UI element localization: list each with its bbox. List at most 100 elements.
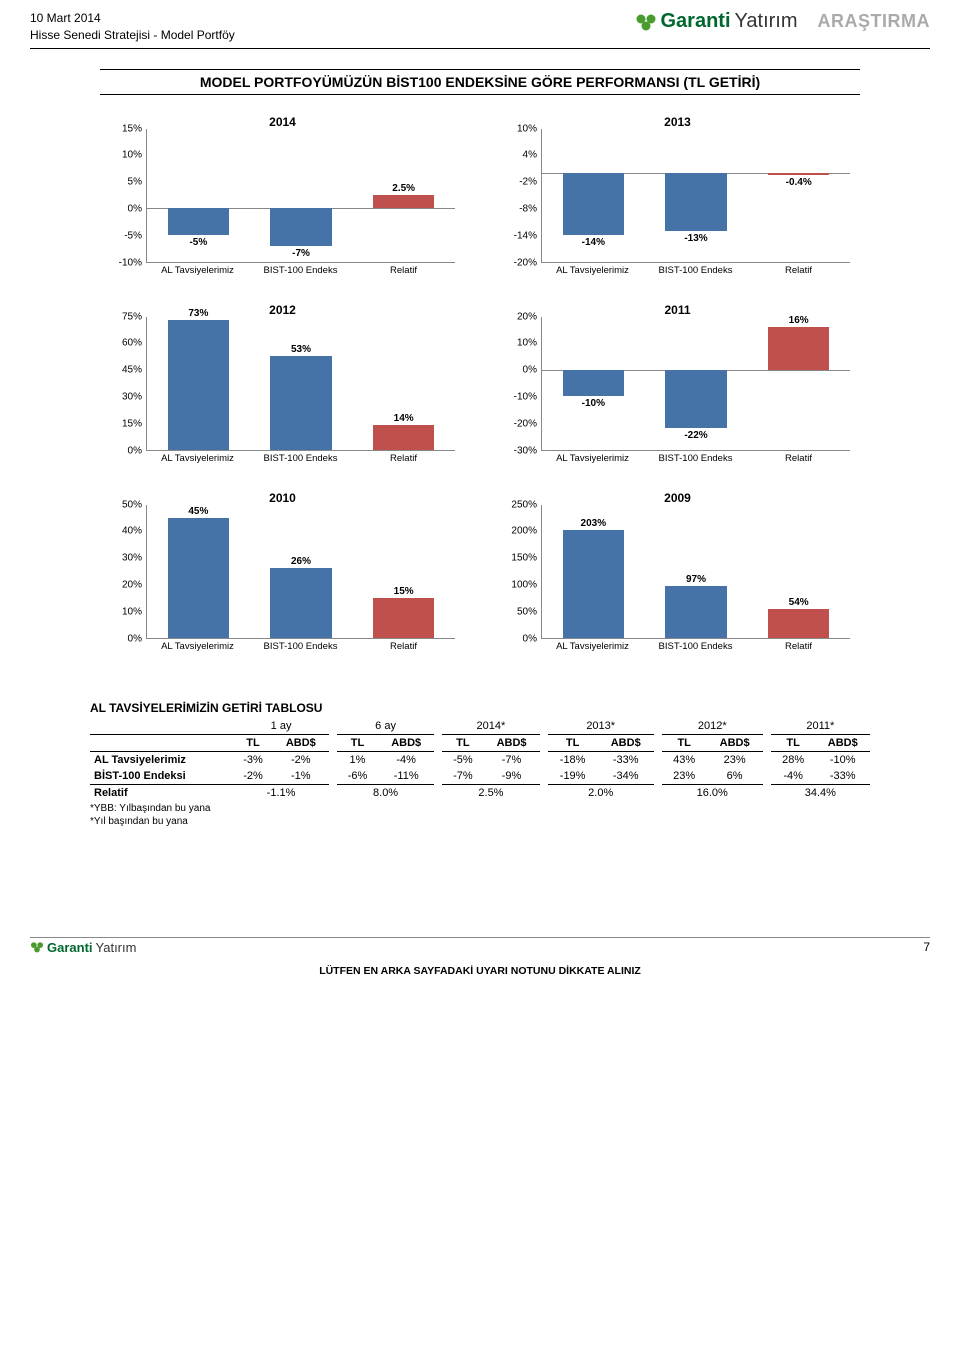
y-tick: 10% [100, 606, 142, 617]
bar-column: 2.5% [352, 129, 455, 262]
x-label: AL Tavsiyelerimiz [146, 639, 249, 661]
x-label: BIST-100 Endeks [249, 639, 352, 661]
table-row: AL Tavsiyelerimiz -3%-2% 1%-4% -5%-7% -1… [90, 751, 870, 768]
y-tick: 0% [100, 633, 142, 644]
table-sub-header-row: TLABD$ TLABD$ TLABD$ TLABD$ TLABD$ TLABD… [90, 734, 870, 751]
chart-2011: 2011-10%-22%16%-30%-20%-10%0%10%20%AL Ta… [495, 303, 860, 473]
y-tick: -14% [495, 230, 537, 241]
page-number: 7 [923, 940, 930, 954]
charts-grid: 2014-5%-7%2.5%-10%-5%0%5%10%15%AL Tavsiy… [100, 115, 860, 661]
x-label: AL Tavsiyelerimiz [541, 263, 644, 285]
bar-column: 45% [147, 505, 250, 638]
bar-column: 54% [747, 505, 850, 638]
bar-value-label: 15% [352, 586, 455, 597]
bar-value-label: 45% [147, 506, 250, 517]
y-tick: 4% [495, 150, 537, 161]
bar-value-label: -7% [250, 248, 353, 259]
bar-value-label: -14% [542, 237, 645, 248]
x-labels: AL TavsiyelerimizBIST-100 EndeksRelatif [541, 639, 850, 661]
sub-header: TL [658, 734, 707, 751]
bar [563, 530, 625, 638]
y-tick: 10% [495, 123, 537, 134]
bar-value-label: 14% [352, 413, 455, 424]
y-tick: 50% [100, 499, 142, 510]
bar [168, 518, 230, 638]
sub-header: ABD$ [483, 734, 543, 751]
sub-header: TL [544, 734, 598, 751]
chart-2010: 201045%26%15%0%10%20%30%40%50%AL Tavsiye… [100, 491, 465, 661]
bar [373, 195, 435, 208]
disclaimer: LÜTFEN EN ARKA SAYFADAKİ UYARI NOTUNU Dİ… [30, 965, 930, 977]
doc-date: 10 Mart 2014 [30, 10, 235, 27]
chart-plot: -10%-22%16% [541, 317, 850, 451]
y-tick: 0% [495, 365, 537, 376]
bar-column: -0.4% [747, 129, 850, 262]
chart-2013: 2013-14%-13%-0.4%-20%-14%-8%-2%4%10%AL T… [495, 115, 860, 285]
chart-title: 2012 [269, 303, 296, 317]
chart-plot: 203%97%54% [541, 505, 850, 639]
returns-table: 1 ay 6 ay 2014* 2013* 2012* 2011* TLABD$… [90, 718, 870, 801]
brand-suffix: Yatırım [735, 10, 798, 33]
bar-column: -5% [147, 129, 250, 262]
x-label: BIST-100 Endeks [249, 263, 352, 285]
brand-name: Garanti [661, 10, 731, 33]
bar-value-label: -10% [542, 398, 645, 409]
table-row-relatif: Relatif -1.1% 8.0% 2.5% 2.0% 16.0% 34.4% [90, 784, 870, 801]
bar [270, 568, 332, 637]
y-tick: 40% [100, 526, 142, 537]
sub-header: TL [438, 734, 483, 751]
brand-logo: GarantiYatırım [635, 10, 798, 33]
bar-column: 15% [352, 505, 455, 638]
bar-value-label: 73% [147, 308, 250, 319]
y-tick: 100% [495, 579, 537, 590]
table-group-header-row: 1 ay 6 ay 2014* 2013* 2012* 2011* [90, 718, 870, 735]
x-label: BIST-100 Endeks [249, 451, 352, 473]
bar-column: 73% [147, 317, 250, 450]
bar [373, 425, 435, 450]
y-tick: -5% [100, 230, 142, 241]
chart-title: 2009 [664, 491, 691, 505]
y-tick: 200% [495, 526, 537, 537]
y-tick: 75% [100, 311, 142, 322]
row-label: AL Tavsiyelerimiz [90, 751, 233, 768]
group-header: 6 ay [333, 718, 438, 735]
bar-value-label: 26% [250, 556, 353, 567]
bar-column: -10% [542, 317, 645, 450]
bar [563, 370, 625, 397]
sub-header: TL [333, 734, 378, 751]
chart-plot: -14%-13%-0.4% [541, 129, 850, 263]
footer-logo: GarantiYatırım [30, 940, 136, 955]
sub-header: ABD$ [378, 734, 438, 751]
y-tick: -20% [495, 418, 537, 429]
bar-value-label: -0.4% [747, 177, 850, 188]
x-label: BIST-100 Endeks [644, 639, 747, 661]
x-label: BIST-100 Endeks [644, 451, 747, 473]
section-title-wrap: MODEL PORTFOYÜMÜZÜN BİST100 ENDEKSİNE GÖ… [100, 69, 860, 95]
sub-header: TL [233, 734, 273, 751]
bar [563, 173, 625, 235]
x-labels: AL TavsiyelerimizBIST-100 EndeksRelatif [541, 263, 850, 285]
x-label: AL Tavsiyelerimiz [541, 451, 644, 473]
bar-value-label: 2.5% [352, 183, 455, 194]
bar-column: 16% [747, 317, 850, 450]
chart-title: 2010 [269, 491, 296, 505]
bar [665, 586, 727, 638]
bar [665, 370, 727, 429]
bar [168, 208, 230, 235]
bar-value-label: 203% [542, 517, 645, 528]
y-tick: 15% [100, 123, 142, 134]
row-label: BİST-100 Endeksi [90, 768, 233, 785]
bar-value-label: 53% [250, 343, 353, 354]
group-header: 2014* [438, 718, 543, 735]
table-title: AL TAVSİYELERİMİZİN GETİRİ TABLOSU [90, 701, 870, 715]
footnote: *YBB: Yılbaşından bu yana [90, 803, 870, 814]
bar-column: 203% [542, 505, 645, 638]
group-header: 2013* [544, 718, 658, 735]
bar [768, 327, 830, 370]
returns-table-wrap: AL TAVSİYELERİMİZİN GETİRİ TABLOSU 1 ay … [90, 701, 870, 827]
row-label: Relatif [90, 784, 233, 801]
y-tick: 60% [100, 338, 142, 349]
x-label: Relatif [747, 263, 850, 285]
bar-column: -7% [250, 129, 353, 262]
y-tick: 45% [100, 365, 142, 376]
